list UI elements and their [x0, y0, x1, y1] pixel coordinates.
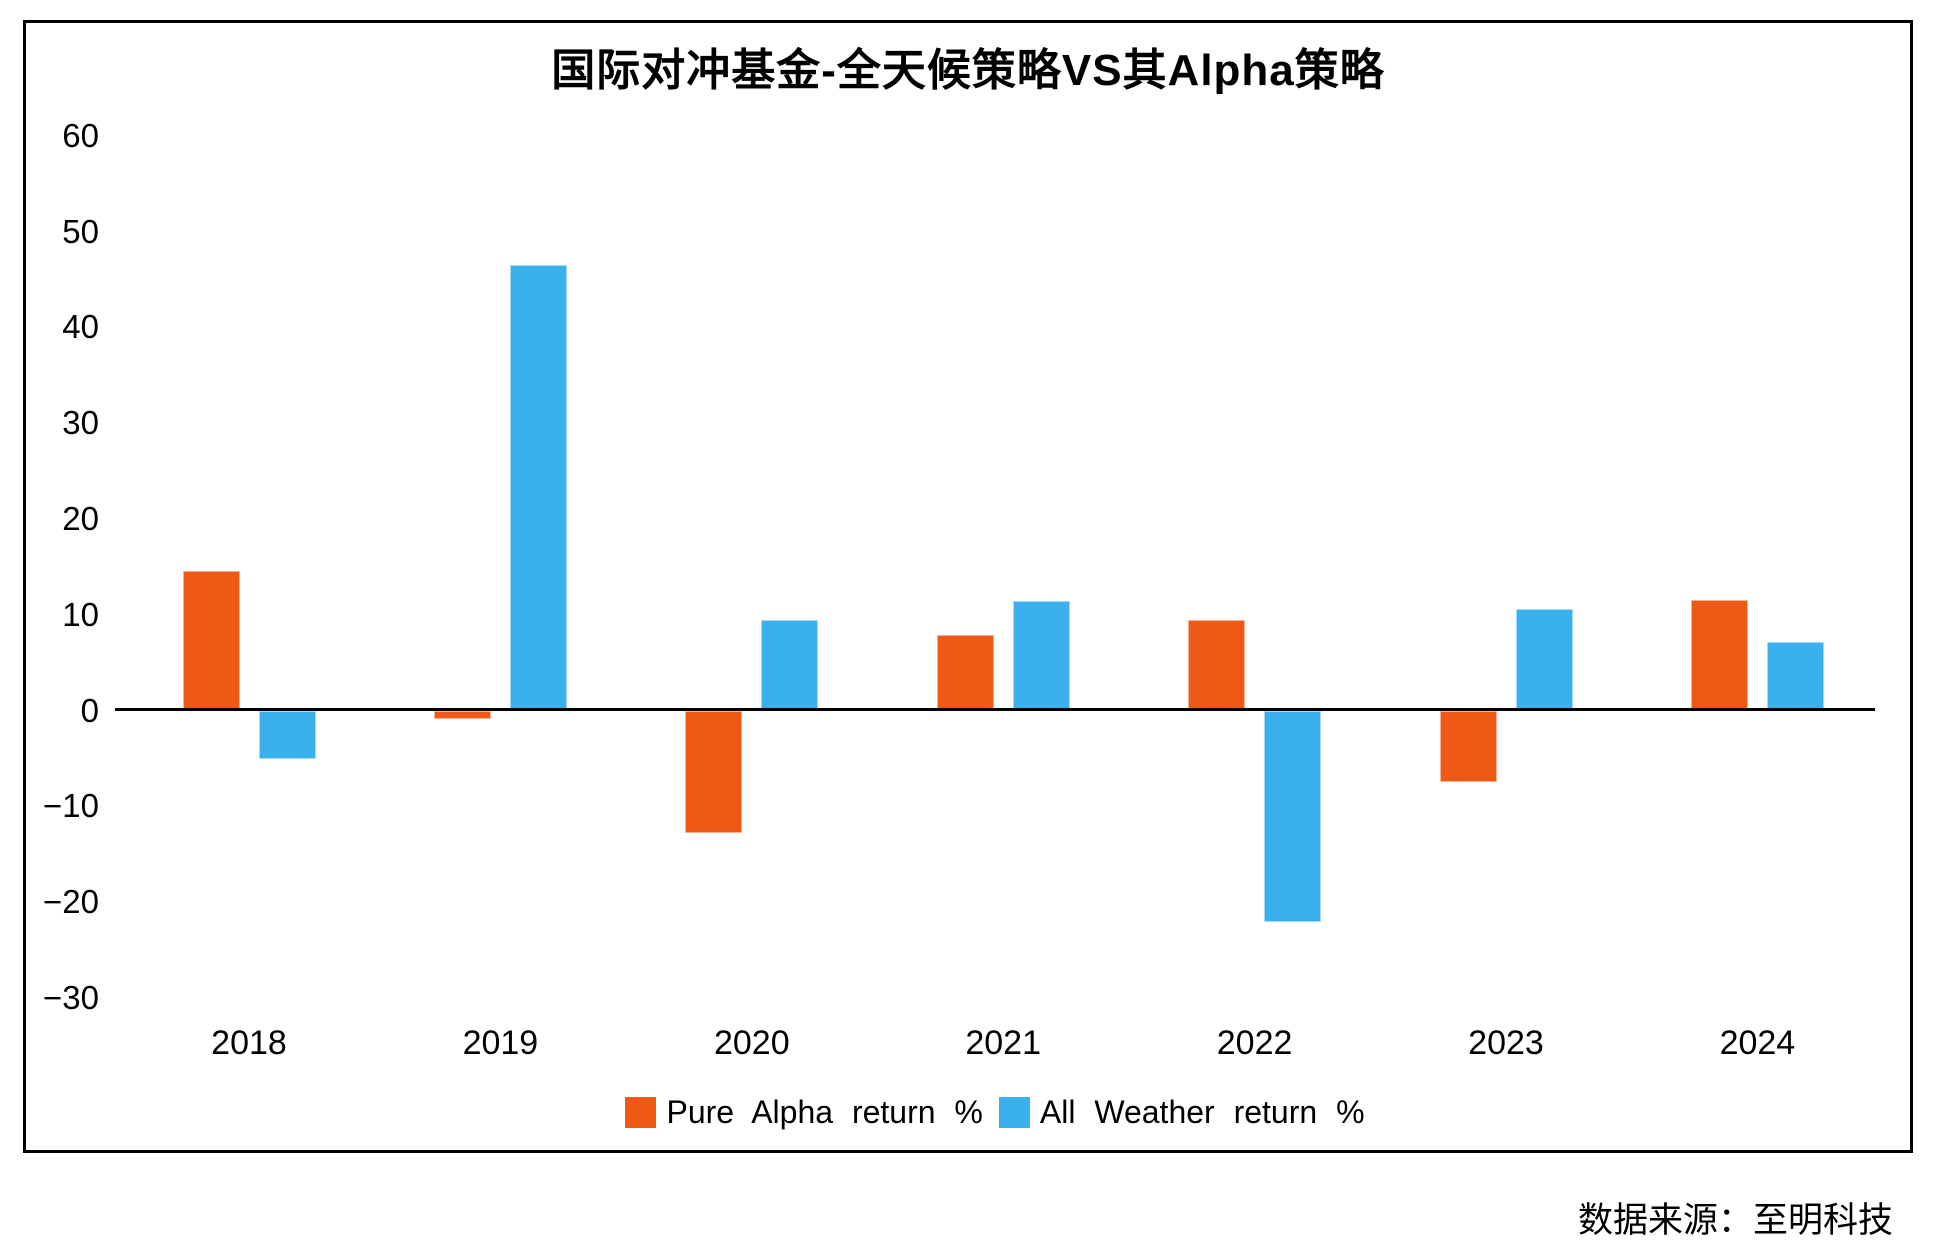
bar-pure-alpha-return-2024: [1690, 599, 1748, 710]
source-note: 数据来源：至明科技: [1577, 1201, 1893, 1240]
x-tick-2019: 2019: [462, 1024, 539, 1062]
bar-all-weather-return-2023: [1515, 609, 1573, 710]
legend-label: All Weather return %: [1039, 1093, 1365, 1130]
x-tick-2024: 2024: [1719, 1024, 1796, 1062]
bar-pure-alpha-return-2019: [433, 711, 491, 719]
bar-all-weather-return-2021: [1012, 600, 1070, 710]
bar-all-weather-return-2022: [1264, 711, 1322, 922]
x-tick-2022: 2022: [1216, 1024, 1293, 1062]
x-tick-2021: 2021: [965, 1024, 1041, 1062]
bar-all-weather-return-2019: [509, 264, 567, 710]
legend-label: Pure Alpha return %: [666, 1093, 983, 1130]
bar-all-weather-return-2018: [258, 711, 316, 759]
y-tick-5: 10: [62, 595, 99, 633]
x-tick-2020: 2020: [713, 1024, 790, 1062]
chart-title: 国际对冲基金-全天候策略VS其Alpha策略: [551, 46, 1385, 95]
legend-item-pure-alpha-return: Pure Alpha return %: [625, 1093, 983, 1131]
legend-item-all-weather-return: All Weather return %: [998, 1093, 1365, 1131]
x-tick-2023: 2023: [1468, 1024, 1544, 1062]
bar-pure-alpha-return-2022: [1188, 619, 1246, 710]
bar-all-weather-return-2020: [761, 619, 819, 710]
y-tick-0: 60: [62, 116, 99, 154]
y-tick-8: −20: [43, 883, 99, 921]
bar-pure-alpha-return-2021: [936, 635, 994, 710]
chart-frame: [23, 20, 1913, 1153]
y-tick-4: 20: [62, 499, 99, 537]
legend-swatch-icon: [998, 1096, 1030, 1128]
legend: Pure Alpha return % All Weather return %: [115, 1090, 1875, 1134]
y-tick-9: −30: [43, 978, 99, 1016]
y-tick-7: −10: [43, 787, 99, 825]
y-tick-6: 0: [80, 691, 99, 729]
x-axis-zero-line: [115, 708, 1875, 711]
y-tick-2: 40: [62, 308, 99, 346]
y-tick-3: 30: [62, 404, 99, 442]
bar-pure-alpha-return-2018: [182, 571, 240, 710]
bar-pure-alpha-return-2020: [685, 711, 743, 833]
x-tick-2018: 2018: [211, 1024, 287, 1062]
y-tick-1: 50: [62, 212, 99, 250]
bar-all-weather-return-2024: [1766, 641, 1824, 710]
bar-pure-alpha-return-2023: [1439, 711, 1497, 782]
legend-swatch-icon: [625, 1096, 657, 1128]
